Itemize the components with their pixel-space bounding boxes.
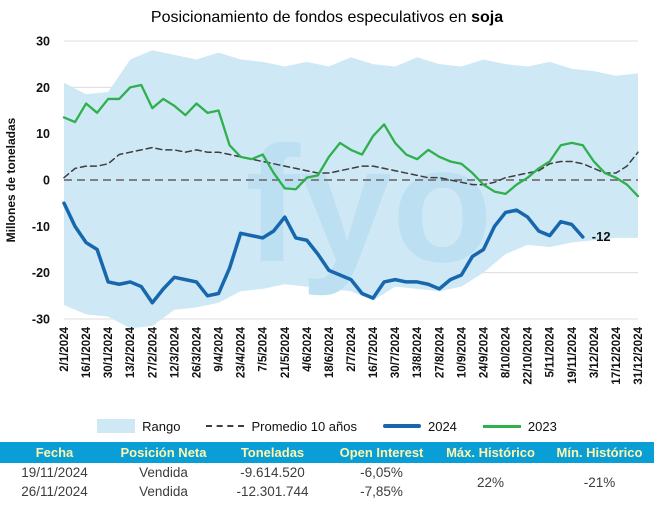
y-tick-label: -20 xyxy=(32,266,50,280)
cell-min-historico: -21% xyxy=(545,463,654,501)
y-tick-label: 10 xyxy=(36,127,50,141)
line-2023-swatch-icon xyxy=(482,424,521,428)
x-tick-label: 24/9/2024 xyxy=(478,326,490,378)
chart-title-emphasis: soja xyxy=(471,9,504,26)
x-tick-label: 16/7/2024 xyxy=(368,326,380,378)
x-tick-label: 21/5/2024 xyxy=(280,326,292,378)
legend-item-2024: 2024 xyxy=(382,418,457,434)
x-tick-label: 3/12/2024 xyxy=(589,326,601,378)
legend-label-2024: 2024 xyxy=(427,418,457,434)
x-tick-label: 27/2/2024 xyxy=(147,326,159,378)
x-tick-label: 4/6/2024 xyxy=(302,326,314,371)
header-open-interest: Open Interest xyxy=(327,442,436,463)
chart-title: Posicionamiento de fondos especulativos … xyxy=(0,0,654,29)
x-tick-label: 31/12/2024 xyxy=(633,326,645,384)
x-tick-label: 7/5/2024 xyxy=(258,326,270,371)
x-tick-label: 26/3/2024 xyxy=(191,326,203,378)
x-tick-label: 30/1/2024 xyxy=(103,326,115,378)
table-header-row: Fecha Posición Neta Toneladas Open Inter… xyxy=(0,442,654,463)
cell-posicion: Vendida xyxy=(109,463,218,482)
x-tick-label: 2/7/2024 xyxy=(346,326,358,371)
header-toneladas: Toneladas xyxy=(218,442,327,463)
y-axis-title: Millones de toneladas xyxy=(4,117,18,242)
legend-item-2023: 2023 xyxy=(482,418,557,434)
cell-max-historico: 22% xyxy=(436,463,545,501)
header-posicion-neta: Posición Neta xyxy=(109,442,218,463)
header-fecha: Fecha xyxy=(0,442,109,463)
chart-page: Posicionamiento de fondos especulativos … xyxy=(0,0,654,501)
header-min-historico: Mín. Histórico xyxy=(545,442,654,463)
cell-toneladas: -9.614.520 xyxy=(218,463,327,482)
x-tick-label: 30/7/2024 xyxy=(390,326,402,378)
chart-legend: Rango Promedio 10 años 2024 2023 xyxy=(0,416,654,436)
x-tick-label: 17/12/2024 xyxy=(611,326,623,384)
range-band-swatch-icon xyxy=(97,419,136,433)
legend-label-2023: 2023 xyxy=(527,418,557,434)
cell-open-interest: -7,85% xyxy=(327,482,436,501)
chart-title-text: Posicionamiento de fondos especulativos … xyxy=(150,9,472,26)
legend-label-promedio: Promedio 10 años xyxy=(251,418,357,434)
x-tick-label: 19/11/2024 xyxy=(567,326,579,384)
x-tick-label: 23/4/2024 xyxy=(236,326,248,378)
x-tick-label: 27/8/2024 xyxy=(434,326,446,378)
x-tick-label: 13/8/2024 xyxy=(412,326,424,378)
legend-item-rango: Rango xyxy=(97,419,180,434)
x-tick-label: 22/10/2024 xyxy=(523,326,535,384)
cell-fecha: 19/11/2024 xyxy=(0,463,109,482)
line-2023 xyxy=(62,83,640,198)
x-tick-label: 13/2/2024 xyxy=(125,326,137,378)
range-band xyxy=(64,50,638,329)
positions-table: Fecha Posición Neta Toneladas Open Inter… xyxy=(0,442,654,501)
x-tick-label: 8/10/2024 xyxy=(501,326,513,378)
cell-fecha: 26/11/2024 xyxy=(0,482,109,501)
cell-toneladas: -12.301.744 xyxy=(218,482,327,501)
chart-svg: fyo -12 -30 -20 -10 0 10 20 30 Millones de tonela… xyxy=(4,35,645,385)
header-max-historico: Máx. Histórico xyxy=(436,442,545,463)
x-tick-label: 2/1/2024 xyxy=(59,326,71,371)
y-tick-label: -30 xyxy=(32,313,50,327)
x-tick-label: 9/4/2024 xyxy=(214,326,226,371)
y-tick-label: -10 xyxy=(32,220,50,234)
annotation-last-value: -12 xyxy=(592,229,611,244)
x-tick-label: 12/3/2024 xyxy=(169,326,181,378)
line-2024-swatch-icon xyxy=(382,424,421,428)
legend-item-promedio: Promedio 10 años xyxy=(206,419,357,434)
y-tick-label: 30 xyxy=(36,35,50,49)
average-line-swatch-icon xyxy=(206,425,245,427)
x-tick-label: 5/11/2024 xyxy=(545,326,557,377)
cell-posicion: Vendida xyxy=(109,482,218,501)
table-row: 26/11/2024 Vendida -12.301.744 -7,85% xyxy=(0,482,654,501)
line-2024 xyxy=(62,201,585,305)
x-tick-label: 16/1/2024 xyxy=(81,326,93,378)
y-tick-label: 0 xyxy=(43,174,50,188)
x-tick-label: 18/6/2024 xyxy=(324,326,336,378)
x-tick-label: 10/9/2024 xyxy=(456,326,468,378)
y-tick-label: 20 xyxy=(36,81,50,95)
legend-label-rango: Rango xyxy=(142,418,181,434)
table-row: 19/11/2024 Vendida -9.614.520 -6,05% 22%… xyxy=(0,463,654,501)
cell-open-interest: -6,05% xyxy=(327,463,436,482)
watermark-text: fyo xyxy=(245,112,493,296)
line-Promedio 10 años xyxy=(63,146,639,186)
